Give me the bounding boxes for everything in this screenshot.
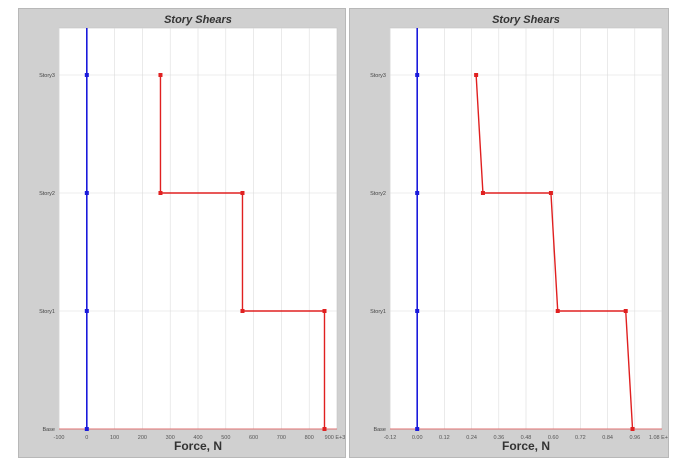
x-tick-label: 0 — [85, 435, 88, 441]
x-tick-label: 200 — [138, 435, 147, 441]
story-shears-chart-right: Story Shears -0.12 0.00 0.12 0.24 0.36 0.48 0.6… — [349, 8, 669, 458]
x-tick-label: 800 — [305, 435, 314, 441]
x-axis-exponent: 1.08 E+6 — [649, 435, 668, 441]
x-tick-label: 100 — [110, 435, 119, 441]
x-axis-label: Force, N — [502, 439, 550, 453]
x-tick-label: 600 — [249, 435, 258, 441]
red-series-point — [240, 191, 245, 195]
x-tick-label: 0.24 — [466, 435, 477, 441]
chart-title: Story Shears — [492, 14, 560, 26]
chart-left-svg: Story Shears -100 0 100 200 300 400 500 600 700 80… — [39, 14, 345, 453]
red-series-point — [474, 73, 479, 77]
blue-series-point — [415, 73, 420, 77]
story-label: Base — [42, 427, 55, 433]
x-tick-label: 0.72 — [575, 435, 586, 441]
x-tick-label: 500 — [221, 435, 230, 441]
x-tick-label: -100 — [53, 435, 64, 441]
blue-series-point — [84, 73, 89, 77]
x-tick-label: 700 — [277, 435, 286, 441]
story-label: Story1 — [39, 309, 55, 315]
blue-series-point — [415, 191, 420, 195]
story-label: Story1 — [370, 309, 386, 315]
blue-series-point — [84, 309, 89, 313]
red-series-point — [548, 191, 553, 195]
x-tick-label: -0.12 — [384, 435, 397, 441]
chart-right-svg: Story Shears -0.12 0.00 0.12 0.24 0.36 0.48 0.6… — [370, 14, 668, 453]
story-label: Base — [373, 427, 386, 433]
chart-title: Story Shears — [164, 14, 232, 26]
red-series-point — [240, 309, 245, 313]
red-series-point — [555, 309, 560, 313]
blue-series-point — [415, 309, 420, 313]
x-tick-label: 300 — [166, 435, 175, 441]
x-tick-label: 0.84 — [602, 435, 613, 441]
x-axis-exponent: 900 E+3 — [325, 435, 345, 441]
x-tick-label: 0.36 — [493, 435, 504, 441]
red-series-line — [159, 75, 326, 429]
red-series-line — [475, 74, 634, 430]
story-label: Story2 — [370, 191, 386, 197]
x-tick-label: 0.96 — [629, 435, 640, 441]
story-label: Story3 — [370, 73, 386, 79]
red-series-point — [158, 191, 163, 195]
red-series-point — [480, 191, 485, 195]
red-series-point — [630, 427, 635, 431]
story-label: Story3 — [39, 73, 55, 79]
story-label: Story2 — [39, 191, 55, 197]
x-tick-label: 0.00 — [412, 435, 423, 441]
red-series-point — [158, 73, 163, 77]
blue-series-point — [415, 427, 420, 431]
blue-series-point — [84, 427, 89, 431]
x-tick-label: 0.60 — [548, 435, 559, 441]
blue-series-point — [84, 191, 89, 195]
x-tick-label: 0.12 — [439, 435, 450, 441]
x-axis-label: Force, N — [174, 439, 222, 453]
red-series-point — [322, 427, 327, 431]
red-series-point — [322, 309, 327, 313]
x-tick-label: 0.48 — [521, 435, 532, 441]
x-tick-label: 400 — [193, 435, 202, 441]
story-shears-chart-left: Story Shears -100 0 100 200 300 400 500 600 700 80… — [18, 8, 346, 458]
red-series-point — [623, 309, 628, 313]
